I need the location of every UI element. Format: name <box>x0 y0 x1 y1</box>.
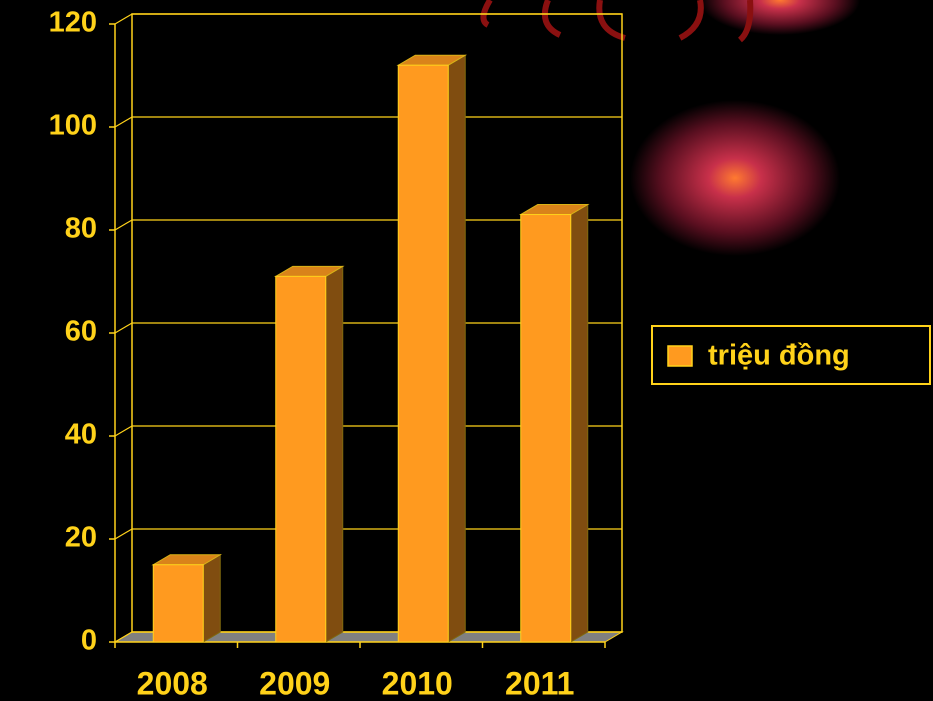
grid-line-side <box>114 13 133 25</box>
bar-side <box>447 54 466 643</box>
bar <box>152 564 204 643</box>
bar-side <box>570 203 589 643</box>
bar-side <box>325 265 344 643</box>
x-tick-label: 2010 <box>382 665 453 701</box>
y-tick-label: 80 <box>65 213 97 245</box>
decor-glow <box>630 100 840 256</box>
grid-line-side <box>114 425 133 437</box>
grid-line-side <box>114 116 133 128</box>
y-tick-label: 0 <box>81 625 97 657</box>
grid-line-side <box>114 631 133 643</box>
grid-line-side <box>114 322 133 334</box>
legend-box <box>651 325 931 385</box>
x-tick-label: 2008 <box>137 665 208 701</box>
y-tick-label: 20 <box>65 522 97 554</box>
x-tick-label: 2011 <box>505 665 574 701</box>
bar <box>275 275 327 643</box>
y-tick-label: 60 <box>65 316 97 348</box>
x-tick-label: 2009 <box>259 665 330 701</box>
y-tick-label: 40 <box>65 419 97 451</box>
grid-line-side <box>114 528 133 540</box>
plot: 0 20 40 60 80 100 120 2008 2009 2010 2011 <box>49 7 624 701</box>
bar <box>397 64 449 643</box>
decor-glow <box>700 0 860 35</box>
decor-rings <box>480 0 754 43</box>
y-tick-label: 120 <box>49 7 97 39</box>
y-tick-label: 100 <box>49 110 97 142</box>
bar <box>520 214 572 643</box>
grid-line-side <box>114 219 133 231</box>
legend-label: triệu đồng <box>708 340 850 372</box>
legend-swatch <box>667 345 693 367</box>
bar-side <box>202 553 221 643</box>
